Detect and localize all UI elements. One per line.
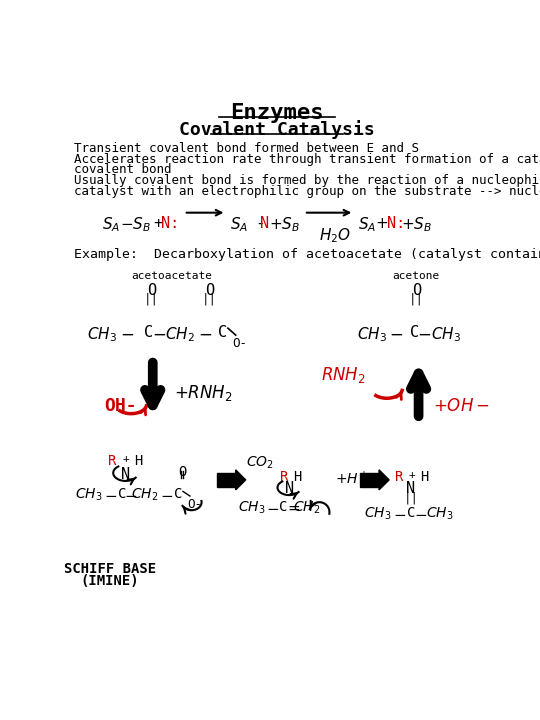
Text: $CH_3$: $CH_3$ (426, 506, 453, 523)
Text: O: O (178, 465, 186, 480)
Text: $-$: $-$ (120, 325, 134, 343)
Text: N: N (260, 216, 269, 230)
Text: Transient covalent bond formed between E and S: Transient covalent bond formed between E… (73, 142, 418, 155)
Text: $-$: $-$ (104, 487, 118, 502)
Text: Covalent Catalysis: Covalent Catalysis (179, 120, 375, 139)
Text: H: H (134, 454, 143, 469)
Text: $-$: $-$ (198, 325, 212, 343)
Text: catalyst with an electrophilic group on the substrate --> nucleophilic catalysis: catalyst with an electrophilic group on … (73, 185, 540, 198)
Text: (IMINE): (IMINE) (81, 574, 139, 588)
Text: $+ OH-$: $+ OH-$ (433, 397, 490, 415)
Text: N:: N: (160, 216, 179, 230)
Text: Example:  Decarboxylation of acetoacetate (catalyst contains primary amine): Example: Decarboxylation of acetoacetate… (73, 248, 540, 261)
Text: $CH_3$: $CH_3$ (87, 325, 117, 343)
Text: -: - (247, 216, 266, 230)
Text: $CO_2$: $CO_2$ (246, 454, 274, 471)
Bar (217, 473, 235, 487)
Text: $+$: $+$ (375, 216, 388, 230)
Text: Accelerates reaction rate through transient formation of a catalyst-substrate: Accelerates reaction rate through transi… (73, 153, 540, 166)
Text: $CH_3$: $CH_3$ (76, 487, 103, 503)
Text: N:: N: (387, 216, 405, 230)
Text: N: N (121, 467, 130, 482)
Text: $CH_2$: $CH_2$ (293, 500, 320, 516)
Text: covalent bond: covalent bond (73, 163, 171, 176)
Text: $CH_2$: $CH_2$ (131, 487, 159, 503)
Text: $+ RNH_2$: $+ RNH_2$ (174, 383, 233, 403)
Text: $-S_B$: $-S_B$ (120, 216, 151, 235)
Text: C: C (407, 506, 415, 520)
Text: H: H (293, 470, 301, 484)
Text: acetoacetate: acetoacetate (132, 271, 213, 282)
Text: $-$: $-$ (417, 325, 431, 343)
Text: $-$: $-$ (389, 325, 403, 343)
Text: ||: || (409, 293, 424, 306)
Text: $-$: $-$ (125, 487, 138, 502)
Text: R: R (108, 454, 117, 469)
Text: N: N (285, 482, 294, 496)
Text: O: O (411, 283, 421, 298)
Text: C: C (279, 500, 287, 514)
Text: +: + (145, 216, 172, 230)
Text: $=$: $=$ (285, 500, 301, 515)
Text: $-$: $-$ (393, 506, 406, 521)
Text: $H_2O$: $H_2O$ (319, 227, 352, 246)
Text: H: H (420, 470, 428, 484)
Text: O: O (147, 283, 156, 298)
Text: +: + (122, 454, 129, 464)
Text: $-$: $-$ (414, 506, 428, 521)
Text: $-$: $-$ (160, 487, 173, 502)
Polygon shape (379, 470, 389, 490)
Text: $S_A$: $S_A$ (358, 216, 376, 235)
Text: C: C (218, 325, 227, 340)
Text: $CH_3$: $CH_3$ (364, 506, 392, 523)
Text: acetone: acetone (393, 271, 440, 282)
Text: $+S_B$: $+S_B$ (401, 216, 432, 235)
Text: $CH_3$: $CH_3$ (431, 325, 461, 343)
Text: ||: || (403, 492, 418, 505)
Text: $+ H^+$: $+ H^+$ (335, 470, 369, 487)
Bar (361, 473, 379, 487)
Text: Usually covalent bond is formed by the reaction of a nucleophilic group on the: Usually covalent bond is formed by the r… (73, 174, 540, 187)
Text: $+S_B$: $+S_B$ (269, 216, 300, 235)
Text: $-$: $-$ (266, 500, 280, 515)
Text: O: O (205, 283, 214, 298)
Polygon shape (235, 470, 246, 490)
Text: R: R (395, 470, 403, 484)
Text: $S_A$: $S_A$ (103, 216, 120, 235)
Text: ||: || (144, 293, 159, 306)
Text: C: C (144, 325, 153, 340)
Text: C: C (174, 487, 183, 501)
Text: O-: O- (187, 498, 202, 510)
Text: SCHIFF BASE: SCHIFF BASE (64, 562, 156, 576)
Text: +: + (408, 470, 415, 480)
Text: ||: || (202, 293, 217, 306)
Text: $S_A$: $S_A$ (230, 216, 248, 235)
Text: O-: O- (233, 338, 247, 351)
Text: Enzymes: Enzymes (230, 104, 323, 123)
Text: $CH_3$: $CH_3$ (238, 500, 266, 516)
Text: $RNH_2$: $RNH_2$ (321, 365, 366, 385)
Text: N: N (406, 482, 415, 496)
Text: $CH_3$: $CH_3$ (357, 325, 387, 343)
Text: $CH_2$: $CH_2$ (165, 325, 195, 343)
Text: R: R (280, 470, 289, 484)
Text: $-$: $-$ (152, 325, 166, 343)
Text: C: C (410, 325, 419, 340)
Text: C: C (118, 487, 126, 501)
Text: OH-: OH- (105, 397, 137, 415)
